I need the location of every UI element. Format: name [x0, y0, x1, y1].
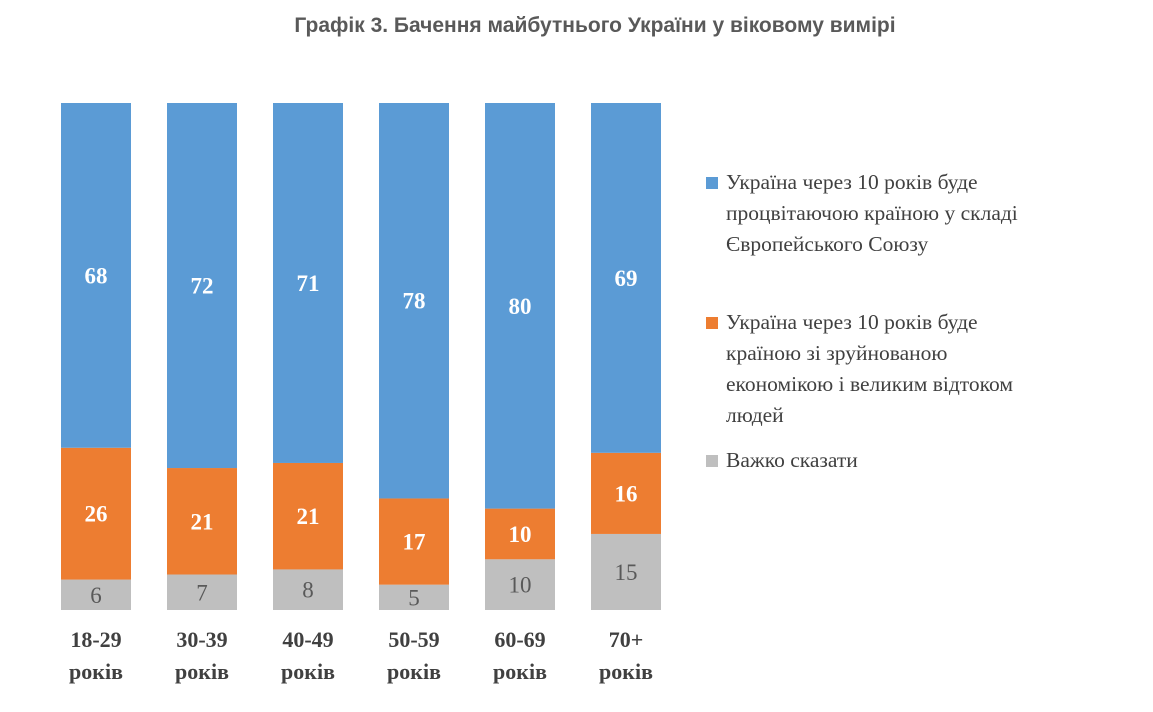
bar-segment: [485, 508, 555, 560]
bar-segment: [167, 574, 237, 610]
chart-title: Графік 3. Бачення майбутнього України у …: [294, 14, 896, 37]
x-tick-label: 40-49: [282, 627, 333, 652]
bar-segment: [167, 103, 237, 469]
bar-segment: [591, 533, 661, 610]
legend-label-line: процвітаючою країною у складі: [726, 201, 1018, 225]
bar-segment: [61, 579, 131, 610]
legend-label: Важко сказати: [726, 445, 1126, 476]
x-tick-label: років: [281, 659, 335, 684]
x-tick-label: років: [599, 659, 653, 684]
data-label: 10: [509, 573, 532, 598]
data-label: 8: [302, 578, 314, 603]
data-label: 21: [191, 509, 214, 534]
data-label: 68: [85, 263, 108, 288]
legend-label-line: Важко сказати: [726, 448, 858, 472]
bar-segment: [485, 559, 555, 610]
bar-segment: [273, 569, 343, 610]
x-tick-label: 70+: [609, 627, 644, 652]
bar-segment: [379, 498, 449, 585]
legend-label: Україна через 10 років буде країною зі зр…: [726, 307, 1126, 431]
legend-label-line: економікою і великим відтоком: [726, 372, 1013, 396]
legend-swatch: [706, 317, 718, 329]
x-tick-label: років: [387, 659, 441, 684]
legend-label-line: Україна через 10 років буде: [726, 310, 978, 334]
x-tick-label: років: [175, 659, 229, 684]
bar-segment: [273, 103, 343, 463]
bar-segment: [61, 103, 131, 448]
bar-segment: [167, 468, 237, 575]
data-label: 69: [615, 266, 638, 291]
data-label: 6: [90, 583, 102, 608]
legend-label-line: людей: [726, 403, 784, 427]
legend-label-line: країною зі зруйнованою: [726, 341, 948, 365]
legend-label: Україна через 10 років буде процвітаючою …: [726, 167, 1126, 260]
legend-swatch: [706, 455, 718, 467]
x-tick-label: 60-69: [494, 627, 545, 652]
data-label: 71: [297, 271, 320, 296]
data-label: 80: [509, 294, 532, 319]
data-label: 78: [403, 289, 426, 314]
legend-label-line: Європейського Союзу: [726, 232, 929, 256]
bar-segment: [591, 452, 661, 534]
bar-segment: [61, 447, 131, 580]
data-label: 15: [615, 560, 638, 585]
x-tick-label: 50-59: [388, 627, 439, 652]
data-label: 7: [196, 580, 208, 605]
data-label: 26: [85, 502, 108, 527]
x-tick-label: років: [493, 659, 547, 684]
bar-segment: [485, 103, 555, 509]
bar-segment: [273, 462, 343, 570]
x-tick-label: років: [69, 659, 123, 684]
x-tick-label: 18-29: [70, 627, 121, 652]
legend-label-line: Україна через 10 років буде: [726, 170, 978, 194]
data-label: 5: [408, 585, 420, 610]
data-label: 72: [191, 274, 214, 299]
legend-swatch: [706, 177, 718, 189]
bar-segment: [379, 584, 449, 610]
data-label: 21: [297, 504, 320, 529]
bar-segment: [379, 103, 449, 499]
data-label: 17: [403, 530, 426, 555]
data-label: 10: [509, 522, 532, 547]
data-label: 16: [615, 481, 638, 506]
x-tick-label: 30-39: [176, 627, 227, 652]
bar-segment: [591, 103, 661, 453]
